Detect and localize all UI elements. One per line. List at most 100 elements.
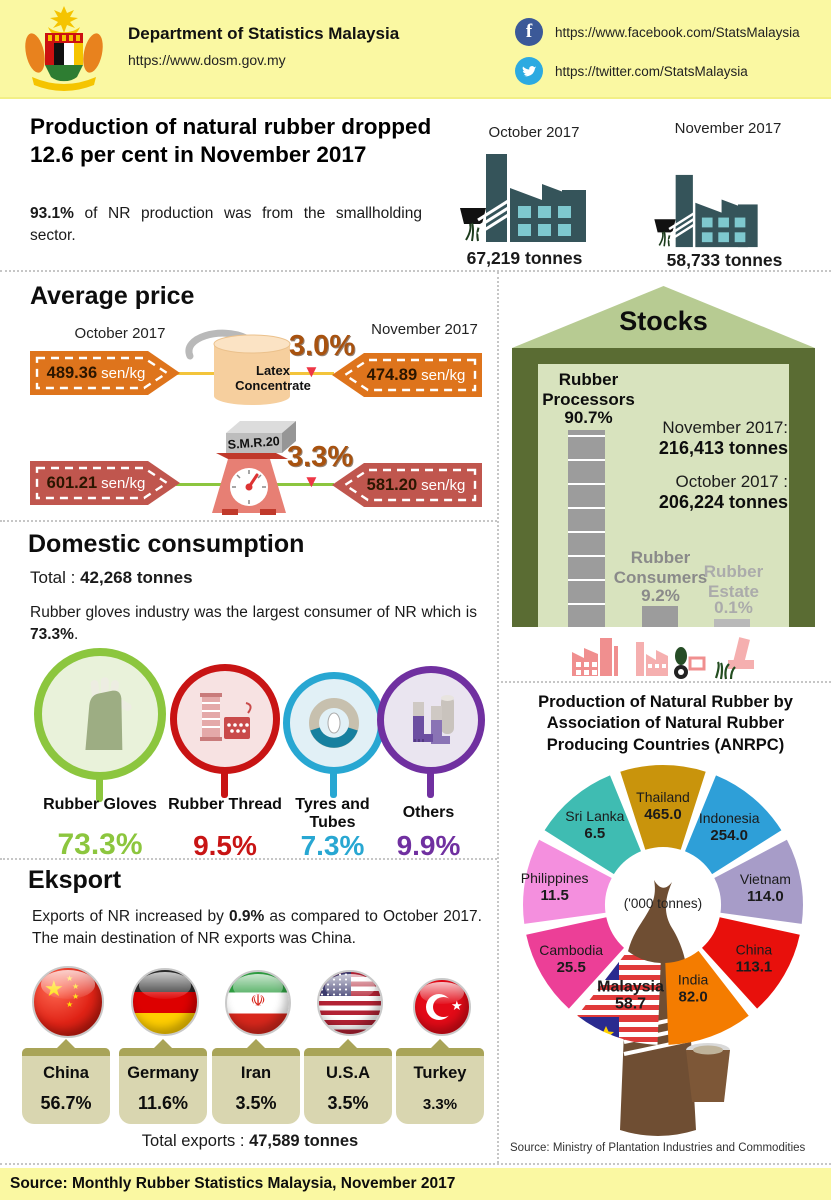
app-title: Department of Statistics Malaysia (128, 24, 400, 43)
export-desc-pct: 0.9% (228, 908, 265, 925)
latex-october-price: 489.36 sen/kg (30, 351, 180, 395)
pie-label-india: India 82.0 (678, 972, 709, 1006)
consumer-factory-icon (636, 642, 706, 679)
twitter-icon[interactable] (515, 57, 543, 85)
iran-pct: 3.5% (235, 1093, 277, 1113)
divider-footer-top (0, 1163, 831, 1165)
others-stem (427, 770, 434, 798)
pie-slice-malaysia (577, 950, 661, 1045)
stocks-title: Stocks (619, 306, 708, 336)
domestic-desc-pre: Rubber gloves industry was the largest c… (30, 604, 477, 621)
tyres-label: Tyres and Tubes (295, 796, 370, 832)
pie-slice-thailand (620, 765, 706, 850)
gloves-label: Rubber Gloves (43, 796, 157, 813)
twitter-url-link[interactable]: https://twitter.com/StatsMalaysia (555, 63, 748, 79)
twitter-row: https://twitter.com/StatsMalaysia (515, 57, 748, 85)
pie-label-indonesia: Indonesia 254.0 (699, 810, 760, 844)
tyres-tubes-circle (283, 672, 385, 774)
export-desc: Exports of NR increased by 0.9% as compa… (32, 906, 482, 951)
turkey-name: Turkey (413, 1064, 467, 1082)
production-note: 93.1% of NR production was from the smal… (30, 203, 422, 248)
germany-name: Germany (127, 1064, 199, 1082)
production-note-pct: 93.1% (30, 205, 74, 222)
thread-stem (221, 770, 228, 798)
domestic-desc-pct: 73.3% (30, 626, 74, 644)
stocks-consumers-pct: 9.2% (641, 586, 680, 605)
export-total: Total exports : 47,589 tonnes (60, 1132, 440, 1151)
facebook-row: f https://www.facebook.com/StatsMalaysia (515, 18, 800, 46)
divider-stocks-bottom (497, 681, 831, 683)
avgprice-october-label: October 2017 (74, 325, 166, 342)
thread-pct: 9.5% (193, 830, 257, 861)
china-name: China (43, 1064, 89, 1082)
facebook-url-link[interactable]: https://www.facebook.com/StatsMalaysia (555, 24, 800, 40)
footer-bar: Source: Monthly Rubber Statistics Malays… (0, 1168, 831, 1200)
tyres-tubes-icon (309, 698, 359, 748)
latex-name: Latex Concentrate (218, 363, 328, 394)
others-boots-icon (413, 695, 454, 744)
main-headline: Production of natural rubber dropped 12.… (30, 114, 432, 168)
domestic-desc: Rubber gloves industry was the largest c… (30, 602, 477, 647)
pie-label-malaysia: Malaysia 58.7 (597, 978, 664, 1012)
export-card-turkey: Turkey 3.3% (396, 1039, 484, 1124)
iran-name: Iran (240, 1064, 272, 1082)
rubber-thread-circle (170, 664, 280, 774)
domestic-total-prefix: Total : (30, 568, 81, 587)
smr-scale-icon: S.M.R.20 (212, 421, 296, 515)
pie-slice-cambodia (526, 917, 624, 1009)
pie-slice-indonesia (685, 775, 782, 875)
latex-october-value: 489.36 (46, 363, 98, 382)
iran-flag-icon: ☫ (225, 970, 291, 1036)
stocks-october-value: 206,224 tonnes (658, 492, 788, 512)
export-card-china: China 56.7% (22, 1039, 110, 1124)
pie-slice-india (665, 950, 749, 1045)
stocks-processors-pct: 90.7% (564, 408, 613, 427)
pie-slice-vietnam (714, 839, 803, 924)
divider-production-bottom (0, 270, 831, 272)
anrpc-source: Source: Ministry of Plantation Industrie… (510, 1142, 806, 1154)
factory-icon-october (460, 154, 586, 242)
domestic-desc-post: . (73, 626, 79, 644)
stocks-processors-label: Rubber Processors (542, 370, 635, 409)
anrpc-donut-chart: Thailand 465.0 Indonesia 254.0 Vietnam 114.0 C… (521, 765, 803, 1045)
usa-flag-icon (317, 970, 383, 1036)
turkey-pct: 3.3% (422, 1096, 458, 1113)
rubber-gloves-circle (34, 648, 166, 780)
others-circle (377, 666, 485, 774)
processor-factory-icon (572, 638, 618, 676)
latex-november-price: 474.89 sen/kg (332, 353, 482, 397)
usa-flag-canton (319, 972, 351, 996)
smr-block-label: S.M.R.20 (227, 434, 280, 452)
export-card-iran: Iran 3.5% (212, 1039, 300, 1124)
domestic-total: Total : 42,268 tonnes (30, 568, 193, 588)
export-title: Eksport (28, 866, 122, 894)
stocks-estate-label: Rubber Estate (703, 562, 764, 601)
latex-october-arrow: 489.36 sen/kg (30, 351, 180, 395)
usa-name: U.S.A (325, 1064, 370, 1082)
germany-pct: 11.6% (137, 1093, 189, 1113)
stocks-october-label: October 2017 : (675, 472, 788, 491)
smr-october-price: 601.21 sen/kg (30, 461, 180, 505)
smr-october-arrow: 601.21 sen/kg (30, 461, 180, 505)
latex-name-line2: Concentrate (235, 377, 311, 393)
thread-label: Rubber Thread (168, 796, 282, 813)
stocks-processors-bar (568, 430, 605, 627)
anrpc-center-label: ('000 tonnes) (623, 896, 703, 911)
facebook-icon[interactable]: f (515, 18, 543, 46)
tyres-pct: 7.3% (300, 830, 365, 861)
export-card-germany: Germany 11.6% (119, 1039, 207, 1124)
rubber-thread-icon (200, 693, 252, 741)
pie-slice-philippines (523, 839, 612, 924)
smr-november-arrow: 581.20 sen/kg (332, 463, 482, 507)
pie-label-thailand: Thailand 465.0 (636, 789, 690, 823)
pie-label-sri-lanka: Sri Lanka 6.5 (565, 808, 624, 842)
export-desc-pre: Exports of NR increased by (32, 908, 229, 925)
tyres-stem (330, 770, 337, 798)
latex-november-value: 474.89 (366, 365, 418, 384)
usa-pct: 3.5% (327, 1093, 369, 1113)
dosm-url-link[interactable]: https://www.dosm.gov.my (128, 52, 286, 68)
stocks-consumers-bar (642, 606, 678, 627)
stocks-november-label: November 2017: (662, 418, 788, 437)
anrpc-title: Production of Natural Rubber by Associat… (538, 693, 793, 754)
iran-emblem: ☫ (250, 991, 266, 1010)
